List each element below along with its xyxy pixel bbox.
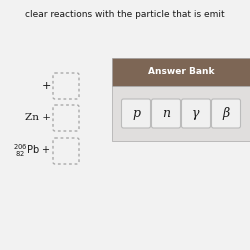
Text: p: p [132,107,140,120]
FancyBboxPatch shape [212,99,240,128]
Text: β: β [222,107,230,120]
Text: Zn +: Zn + [25,114,51,122]
Text: n: n [162,107,170,120]
Text: Answer Bank: Answer Bank [148,68,214,76]
Text: $^{206}_{\ 82}$Pb +: $^{206}_{\ 82}$Pb + [13,142,51,160]
Text: +: + [42,81,51,91]
FancyBboxPatch shape [122,99,150,128]
Bar [112,86,250,141]
Text: clear reactions with the particle that is emit: clear reactions with the particle that i… [25,10,225,19]
Text: γ: γ [192,107,200,120]
Bar [112,58,250,86]
FancyBboxPatch shape [182,99,210,128]
FancyBboxPatch shape [152,99,180,128]
